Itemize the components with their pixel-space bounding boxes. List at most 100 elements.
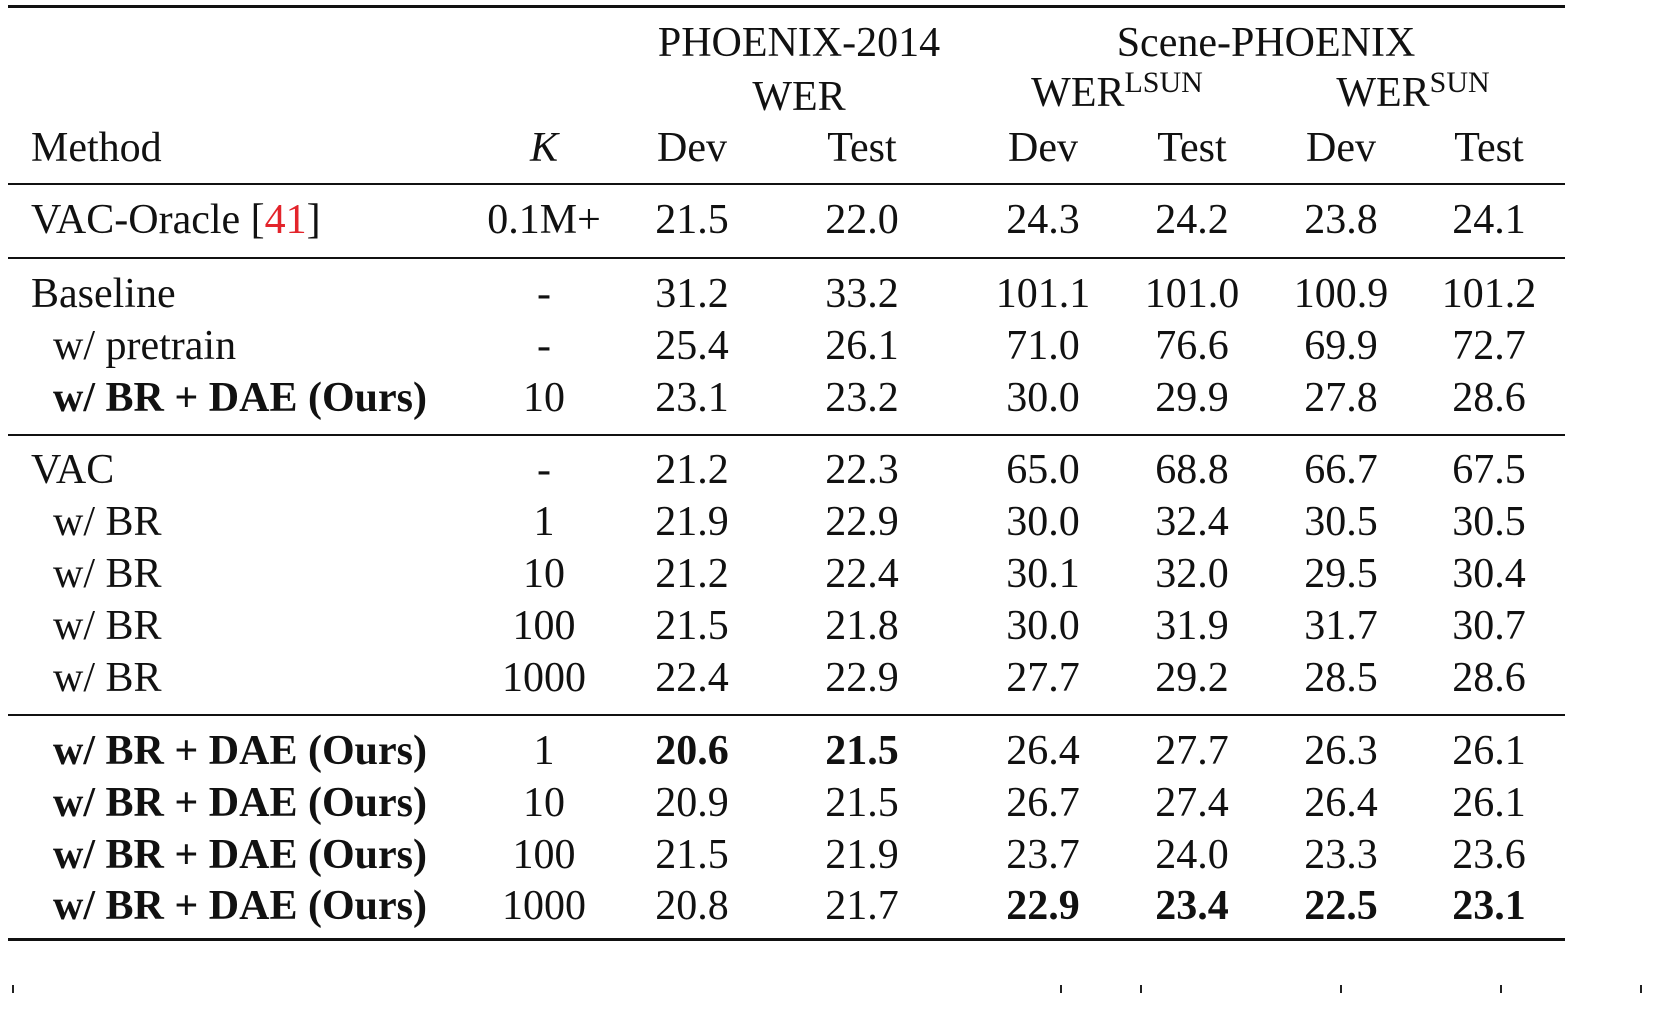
section-rule-3 bbox=[8, 714, 1565, 716]
row-ours100-p-dev: 21.5 bbox=[655, 832, 729, 878]
row-baseline-ours-l-dev: 30.0 bbox=[1006, 375, 1080, 421]
row-vac-s-test: 67.5 bbox=[1452, 447, 1526, 493]
row-vac-p-dev: 21.2 bbox=[655, 447, 729, 493]
row-vac-k: - bbox=[537, 447, 551, 493]
row-baseline-ours-k: 10 bbox=[523, 375, 565, 421]
row-ours1-k: 1 bbox=[533, 728, 555, 774]
column-header-k: K bbox=[529, 125, 559, 171]
row-ours1000-method: w/ BR + DAE (Ours) bbox=[53, 883, 427, 929]
row-vac-l-dev: 65.0 bbox=[1006, 447, 1080, 493]
row-br10-k: 10 bbox=[523, 551, 565, 597]
row-br1-p-dev: 21.9 bbox=[655, 499, 729, 545]
row-br1000-k: 1000 bbox=[502, 655, 586, 701]
row-baseline-ours-s-test: 28.6 bbox=[1452, 375, 1526, 421]
row-br1000-p-test: 22.9 bbox=[825, 655, 899, 701]
glyph-fragment bbox=[12, 985, 14, 993]
section-rule-1 bbox=[8, 257, 1565, 259]
row-ours100-l-test: 24.0 bbox=[1155, 832, 1229, 878]
glyph-fragment bbox=[1500, 985, 1502, 993]
row-baseline-ours-l-test: 29.9 bbox=[1155, 375, 1229, 421]
row-br10-l-dev: 30.1 bbox=[1006, 551, 1080, 597]
row-br1000-l-test: 29.2 bbox=[1155, 655, 1229, 701]
row-ours100-method: w/ BR + DAE (Ours) bbox=[53, 832, 427, 878]
row-br100-l-test: 31.9 bbox=[1155, 603, 1229, 649]
row-ours1000-p-dev: 20.8 bbox=[655, 883, 729, 929]
group-header-phoenix: PHOENIX-2014 bbox=[657, 20, 941, 66]
section-rule-2 bbox=[8, 434, 1565, 436]
row-baseline-ours-p-dev: 23.1 bbox=[655, 375, 729, 421]
row-baseline-ours-s-dev: 27.8 bbox=[1304, 375, 1378, 421]
bottom-rule bbox=[8, 938, 1565, 941]
row-pretrain-method: w/ pretrain bbox=[53, 323, 237, 369]
row-pretrain-s-dev: 69.9 bbox=[1304, 323, 1378, 369]
row-br10-method: w/ BR bbox=[53, 551, 162, 597]
row-ours1-s-test: 26.1 bbox=[1452, 728, 1526, 774]
row-pretrain-p-dev: 25.4 bbox=[655, 323, 729, 369]
cropped-caption-line bbox=[0, 985, 1674, 1016]
row-ours1-l-test: 27.7 bbox=[1155, 728, 1229, 774]
glyph-fragment bbox=[1340, 985, 1342, 993]
row-ours10-method: w/ BR + DAE (Ours) bbox=[53, 780, 427, 826]
row-br10-p-test: 22.4 bbox=[825, 551, 899, 597]
row-pretrain-l-dev: 71.0 bbox=[1006, 323, 1080, 369]
citation-link[interactable]: 41 bbox=[264, 197, 307, 243]
row-pretrain-p-test: 26.1 bbox=[825, 323, 899, 369]
row-br1-l-test: 32.4 bbox=[1155, 499, 1229, 545]
row-br1-method: w/ BR bbox=[53, 499, 162, 545]
row-pretrain-s-test: 72.7 bbox=[1452, 323, 1526, 369]
column-header-phoenix-dev: Dev bbox=[657, 125, 727, 171]
row-br10-s-test: 30.4 bbox=[1452, 551, 1526, 597]
row-ours1000-l-dev: 22.9 bbox=[1006, 883, 1080, 929]
row-br10-p-dev: 21.2 bbox=[655, 551, 729, 597]
row-br1000-method: w/ BR bbox=[53, 655, 162, 701]
row-vac-l-test: 68.8 bbox=[1155, 447, 1229, 493]
row-ours1-l-dev: 26.4 bbox=[1006, 728, 1080, 774]
row-br10-s-dev: 29.5 bbox=[1304, 551, 1378, 597]
row-ours10-k: 10 bbox=[523, 780, 565, 826]
row-ours1000-s-test: 23.1 bbox=[1452, 883, 1526, 929]
row-br1-l-dev: 30.0 bbox=[1006, 499, 1080, 545]
glyph-fragment bbox=[1640, 985, 1642, 993]
row-vac-s-dev: 66.7 bbox=[1304, 447, 1378, 493]
column-header-method: Method bbox=[31, 125, 162, 171]
row-oracle-p-dev: 21.5 bbox=[655, 197, 729, 243]
row-ours10-l-test: 27.4 bbox=[1155, 780, 1229, 826]
row-ours10-s-dev: 26.4 bbox=[1304, 780, 1378, 826]
row-oracle-s-dev: 23.8 bbox=[1304, 197, 1378, 243]
column-header-sun-dev: Dev bbox=[1306, 125, 1376, 171]
row-baseline-l-test: 101.0 bbox=[1144, 271, 1240, 317]
row-ours100-k: 100 bbox=[512, 832, 576, 878]
glyph-fragment bbox=[1140, 985, 1142, 993]
row-br10-l-test: 32.0 bbox=[1155, 551, 1229, 597]
phoenix-metric-label: WER bbox=[752, 74, 846, 120]
glyph-fragment bbox=[1060, 985, 1062, 993]
row-ours1000-s-dev: 22.5 bbox=[1304, 883, 1378, 929]
row-br1000-p-dev: 22.4 bbox=[655, 655, 729, 701]
header-rule bbox=[8, 183, 1565, 185]
row-br100-s-test: 30.7 bbox=[1452, 603, 1526, 649]
row-ours1000-l-test: 23.4 bbox=[1155, 883, 1229, 929]
row-ours1-p-dev: 20.6 bbox=[655, 728, 729, 774]
row-br1-k: 1 bbox=[533, 499, 555, 545]
row-br1-s-dev: 30.5 bbox=[1304, 499, 1378, 545]
row-oracle-method: VAC-Oracle [41] bbox=[31, 197, 321, 243]
row-baseline-p-test: 33.2 bbox=[825, 271, 899, 317]
row-baseline-p-dev: 31.2 bbox=[655, 271, 729, 317]
row-br100-l-dev: 30.0 bbox=[1006, 603, 1080, 649]
row-pretrain-l-test: 76.6 bbox=[1155, 323, 1229, 369]
row-ours10-s-test: 26.1 bbox=[1452, 780, 1526, 826]
row-baseline-s-test: 101.2 bbox=[1441, 271, 1537, 317]
row-baseline-ours-method: w/ BR + DAE (Ours) bbox=[53, 375, 427, 421]
group-header-scene: Scene-PHOENIX bbox=[1116, 20, 1416, 66]
top-rule bbox=[8, 5, 1565, 8]
row-br100-p-dev: 21.5 bbox=[655, 603, 729, 649]
row-vac-method: VAC bbox=[31, 447, 115, 493]
row-br1-s-test: 30.5 bbox=[1452, 499, 1526, 545]
row-vac-p-test: 22.3 bbox=[825, 447, 899, 493]
column-header-sun-test: Test bbox=[1454, 125, 1524, 171]
row-br100-p-test: 21.8 bbox=[825, 603, 899, 649]
row-br1-p-test: 22.9 bbox=[825, 499, 899, 545]
row-ours100-l-dev: 23.7 bbox=[1006, 832, 1080, 878]
column-header-phoenix-test: Test bbox=[827, 125, 897, 171]
row-ours100-p-test: 21.9 bbox=[825, 832, 899, 878]
